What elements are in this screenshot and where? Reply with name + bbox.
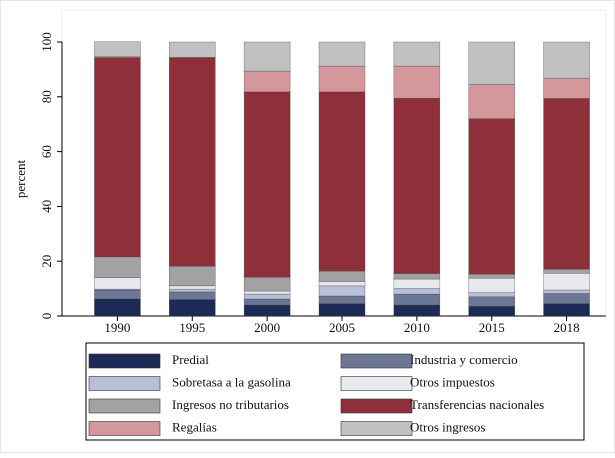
bar-segment: [468, 292, 515, 298]
bar-segment: [318, 270, 366, 282]
bar-segment: [468, 84, 515, 119]
x-tick-label: 1995: [179, 320, 205, 335]
bar-segment: [468, 296, 515, 307]
y-tick-label: 0: [39, 313, 54, 320]
x-tick-label: 2015: [479, 320, 505, 335]
legend-label: Otros impuestos: [410, 374, 495, 389]
legend-swatch: [88, 353, 161, 369]
bar-segment: [318, 285, 366, 297]
bar-segment: [243, 293, 291, 300]
bar-segment: [243, 290, 291, 295]
bar-segment: [169, 57, 216, 267]
bar-segment: [468, 273, 515, 279]
bar-segment: [243, 91, 291, 278]
legend-label: Ingresos no tributarios: [172, 397, 289, 412]
legend-label: Industria y comercio: [410, 352, 518, 367]
x-tick-label: 2005: [329, 320, 355, 335]
bar-segment: [169, 265, 216, 287]
bar-segment: [393, 293, 441, 306]
bar-segment: [543, 268, 590, 274]
legend-label: Predial: [172, 352, 209, 367]
x-tick-label: 1990: [104, 320, 130, 335]
bar-segment: [468, 41, 515, 85]
y-tick-label: 100: [39, 32, 54, 52]
bar-segment: [318, 295, 366, 304]
bar-segment: [543, 41, 590, 79]
bar-segment: [243, 298, 291, 306]
bar-segment: [543, 98, 590, 270]
bar-segment: [243, 276, 291, 292]
bar-segment: [94, 57, 141, 258]
bar-segment: [169, 285, 216, 290]
bar-segment: [243, 41, 291, 72]
bar-segment: [543, 293, 590, 304]
bar-segment: [243, 70, 291, 93]
y-tick-label: 60: [39, 145, 54, 158]
legend-swatch: [340, 421, 413, 436]
bar-segment: [94, 41, 141, 58]
bar-segment: [543, 289, 590, 294]
bar-segment: [169, 299, 216, 317]
legend-swatch: [88, 421, 161, 436]
bar-segment: [393, 41, 441, 67]
bar-segment: [169, 291, 216, 300]
bar-segment: [393, 273, 441, 280]
legend-label: Otros ingresos: [410, 419, 485, 434]
legend-label: Sobretasa a la gasolina: [172, 374, 291, 389]
legend-label: Transferencias nacionales: [410, 397, 544, 412]
bar-segment: [543, 303, 590, 317]
x-tick-label: 2018: [554, 320, 580, 335]
legend-swatch: [88, 376, 161, 391]
y-tick-label: 20: [39, 255, 54, 268]
legend-swatch: [340, 398, 413, 414]
bar-segment: [94, 256, 141, 278]
legend-swatch: [88, 398, 161, 414]
bar-segment: [94, 298, 141, 317]
legend: [85, 342, 585, 441]
bar-segment: [318, 303, 366, 317]
y-axis-label: percent: [13, 159, 28, 198]
legend-label: Regalías: [172, 419, 217, 434]
bar-segment: [393, 304, 441, 317]
bar-segment: [318, 65, 366, 93]
bar-segment: [393, 278, 441, 289]
legend-swatch: [340, 376, 413, 391]
bar-segment: [393, 65, 441, 99]
bar-segment: [243, 304, 291, 317]
bar-segment: [468, 118, 515, 275]
y-tick-label: 80: [39, 90, 54, 103]
x-tick-label: 2000: [254, 320, 280, 335]
bar-segment: [169, 288, 216, 293]
bar-segment: [94, 277, 141, 290]
bar-segment: [543, 273, 590, 291]
bar-segment: [543, 77, 590, 99]
x-tick-label: 2010: [404, 320, 430, 335]
bar-segment: [393, 288, 441, 295]
legend-swatch: [340, 353, 413, 369]
bar-segment: [393, 97, 441, 274]
bar-segment: [169, 41, 216, 58]
bar-segment: [468, 306, 515, 317]
bar-segment: [318, 91, 366, 272]
bar-segment: [468, 277, 515, 293]
bar-segment: [94, 289, 141, 300]
y-tick-label: 40: [39, 200, 54, 213]
bar-segment: [318, 281, 366, 287]
bar-segment: [318, 41, 366, 67]
